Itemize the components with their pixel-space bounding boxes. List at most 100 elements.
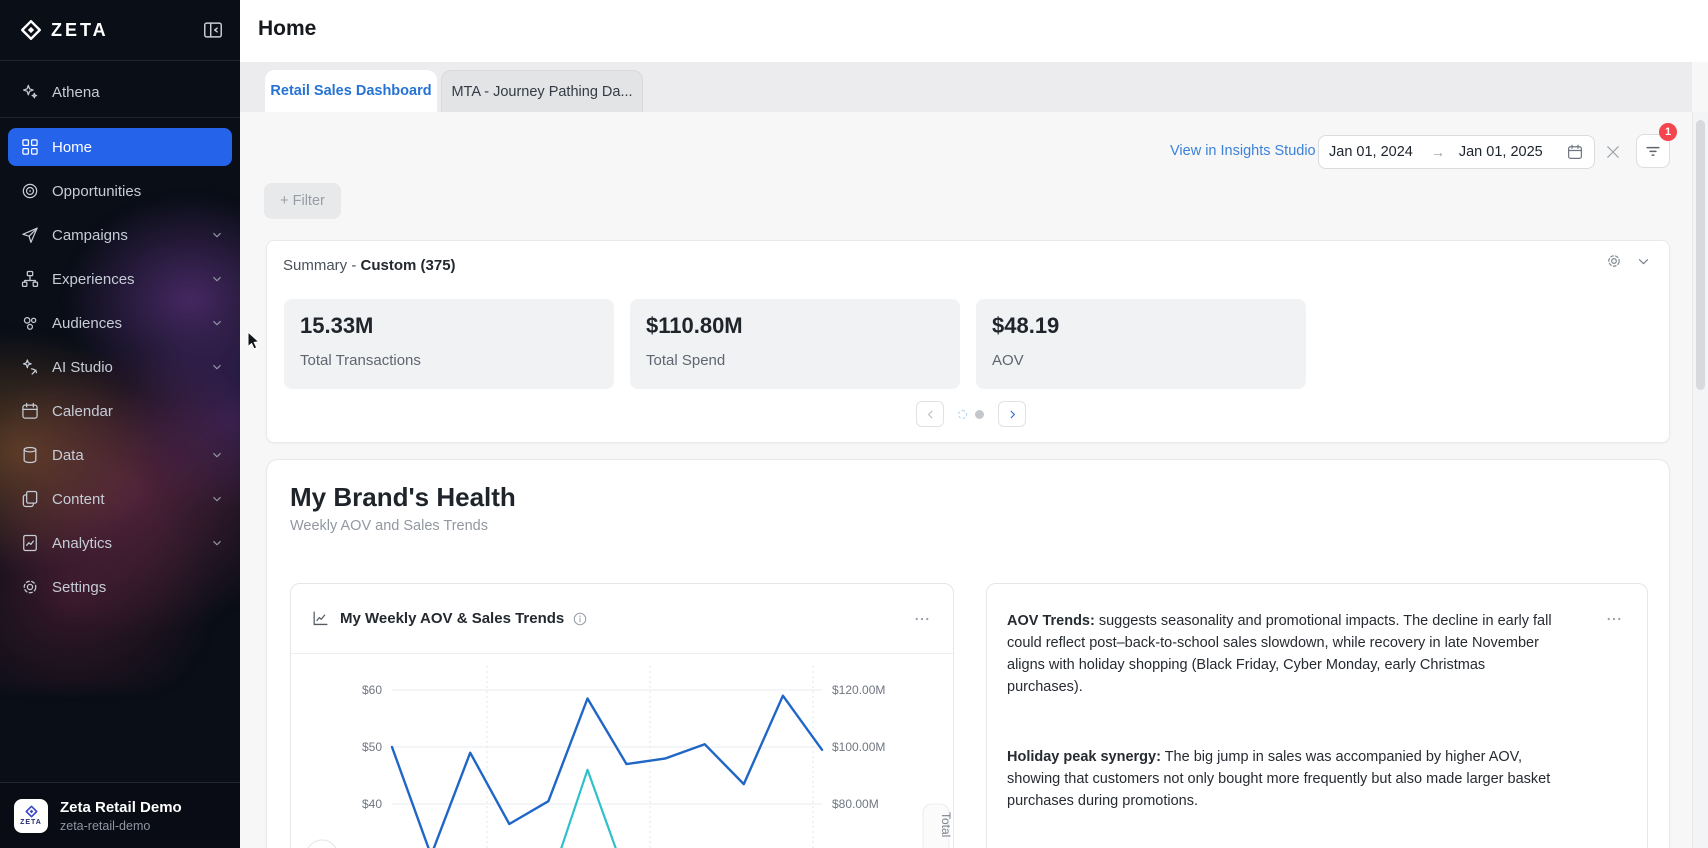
sidebar-item-home[interactable]: Home <box>8 128 232 166</box>
chart-prev-button[interactable] <box>306 840 338 848</box>
add-filter-button[interactable]: + Filter <box>264 183 341 219</box>
dashboard-content: View in Insights Studio Jan 01, 2024 → J… <box>240 112 1692 848</box>
zeta-logo: ZETA <box>20 19 109 41</box>
sidebar-item-data[interactable]: Data <box>0 433 240 477</box>
sidebar-item-analytics[interactable]: Analytics <box>0 521 240 565</box>
kpi-value: 15.33M <box>300 313 598 339</box>
tab-mta-journey-pathing[interactable]: MTA - Journey Pathing Da... <box>441 70 643 112</box>
audiences-icon <box>20 313 40 333</box>
analytics-icon <box>20 533 40 553</box>
sidebar-nav: Home OpportunitiesCampaignsExperiencesAud… <box>0 125 240 609</box>
clear-date-icon[interactable] <box>1604 143 1622 161</box>
sidebar-item-experiences[interactable]: Experiences <box>0 257 240 301</box>
page-title: Home <box>258 17 316 41</box>
database-icon <box>20 445 40 465</box>
pager-dot[interactable] <box>975 410 984 419</box>
sidebar-item-label: Content <box>52 491 105 508</box>
chevron-down-icon <box>210 272 224 286</box>
sidebar-item-label: Settings <box>52 579 106 596</box>
sidebar-item-label: Calendar <box>52 403 113 420</box>
sidebar-item-campaigns[interactable]: Campaigns <box>0 213 240 257</box>
workspace-logo: ZETA <box>14 799 48 833</box>
sidebar-item-label: AI Studio <box>52 359 113 376</box>
scrollbar-thumb[interactable] <box>1696 120 1705 390</box>
tab-retail-sales-dashboard[interactable]: Retail Sales Dashboard <box>265 70 437 112</box>
brand-health-panel: My Brand's Health Weekly AOV and Sales T… <box>266 459 1670 848</box>
kpi-label: AOV <box>992 352 1290 369</box>
sidebar-item-label: Athena <box>52 84 100 101</box>
chevron-down-icon <box>210 448 224 462</box>
sidebar-logo-row: ZETA <box>0 0 240 60</box>
vertical-scrollbar[interactable] <box>1692 112 1708 848</box>
sidebar-item-calendar[interactable]: Calendar <box>0 389 240 433</box>
content-icon <box>20 489 40 509</box>
insight-paragraph-holiday-synergy: Holiday peak synergy: The big jump in sa… <box>1007 746 1557 812</box>
section-title: My Brand's Health <box>290 482 516 513</box>
calendar-icon <box>20 401 40 421</box>
page-header: Home <box>240 0 1708 62</box>
line-chart-icon <box>311 609 330 628</box>
kpi-value: $110.80M <box>646 313 944 339</box>
sidebar-item-settings[interactable]: Settings <box>0 565 240 609</box>
view-in-insights-studio-link[interactable]: View in Insights Studio <box>1170 143 1316 159</box>
insight-paragraph-aov-trends: AOV Trends: suggests seasonality and pro… <box>1007 610 1557 698</box>
sidebar-item-athena[interactable]: Athena <box>0 70 240 114</box>
chevron-down-icon <box>210 536 224 550</box>
right-axis-tick: $120.00M <box>832 683 885 697</box>
more-menu-icon[interactable] <box>1603 608 1625 630</box>
sidebar-item-ai-studio[interactable]: AI Studio <box>0 345 240 389</box>
funnel-icon <box>1643 141 1663 161</box>
chevron-down-icon[interactable] <box>1636 254 1651 269</box>
kpi-label: Total Spend <box>646 352 944 369</box>
sparkles-icon <box>20 82 40 102</box>
kpi-value: $48.19 <box>992 313 1290 339</box>
arrow-right-icon: → <box>1431 144 1445 160</box>
logo-text: ZETA <box>51 20 109 41</box>
summary-title-selection: Custom (375) <box>361 257 456 274</box>
summary-title: Summary - Custom (375) <box>283 257 456 274</box>
calendar-icon <box>1566 143 1584 161</box>
insight-lead: Holiday peak synergy: <box>1007 749 1161 765</box>
insight-lead: AOV Trends: <box>1007 613 1095 629</box>
sitemap-icon <box>20 269 40 289</box>
main-area: Home Retail Sales Dashboard MTA - Journe… <box>240 0 1708 848</box>
aov-sales-trends-chart-card: My Weekly AOV & Sales Trends $60$50$40$1… <box>290 583 954 848</box>
ai-insights-card: AOV Trends: suggests seasonality and pro… <box>986 583 1648 848</box>
sidebar-item-content[interactable]: Content <box>0 477 240 521</box>
more-menu-icon[interactable] <box>911 608 933 630</box>
right-axis-tick: $100.00M <box>832 740 885 754</box>
insights-text: AOV Trends: suggests seasonality and pro… <box>1007 610 1557 812</box>
sidebar-item-label: Home <box>52 139 92 156</box>
chevron-down-icon <box>210 228 224 242</box>
pager-next-button[interactable] <box>998 401 1026 427</box>
sidebar-item-audiences[interactable]: Audiences <box>0 301 240 345</box>
date-range-input[interactable]: Jan 01, 2024 → Jan 01, 2025 <box>1318 135 1595 169</box>
dashboard-tabstrip: Retail Sales Dashboard MTA - Journey Pat… <box>240 62 1692 112</box>
chart-title: My Weekly AOV & Sales Trends <box>340 610 564 627</box>
workspace-switcher[interactable]: ZETA Zeta Retail Demo zeta-retail-demo <box>0 782 240 848</box>
left-axis-tick: $50 <box>362 740 382 754</box>
pager-prev-button[interactable] <box>916 401 944 427</box>
sidebar-item-label: Analytics <box>52 535 112 552</box>
pager-dot-active[interactable] <box>958 410 967 419</box>
sidebar-item-opportunities[interactable]: Opportunities <box>0 169 240 213</box>
kpi-card-total-spend: $110.80M Total Spend <box>630 299 960 389</box>
app-window: ZETA Athena Home OpportunitiesCampaignsEx… <box>0 0 1708 848</box>
workspace-name: Zeta Retail Demo <box>60 799 182 816</box>
summary-panel: Summary - Custom (375) 15.33M Total Tran… <box>266 240 1670 443</box>
workspace-logo-text: ZETA <box>20 819 42 826</box>
chart-plot-area: $60$50$40$120.00M$100.00M$80.00MTotal <box>291 654 953 848</box>
target-icon <box>20 181 40 201</box>
left-axis-tick: $60 <box>362 683 382 697</box>
settings-icon <box>20 577 40 597</box>
kpi-label: Total Transactions <box>300 352 598 369</box>
filter-count-badge: 1 <box>1659 123 1677 141</box>
sidebar-item-label: Data <box>52 447 84 464</box>
sidebar-collapse-icon[interactable] <box>202 19 224 41</box>
gear-icon[interactable] <box>1605 252 1623 270</box>
home-icon <box>20 137 40 157</box>
section-subtitle: Weekly AOV and Sales Trends <box>290 518 488 534</box>
divider <box>0 117 240 118</box>
chevron-down-icon <box>210 360 224 374</box>
info-icon[interactable] <box>572 611 588 627</box>
